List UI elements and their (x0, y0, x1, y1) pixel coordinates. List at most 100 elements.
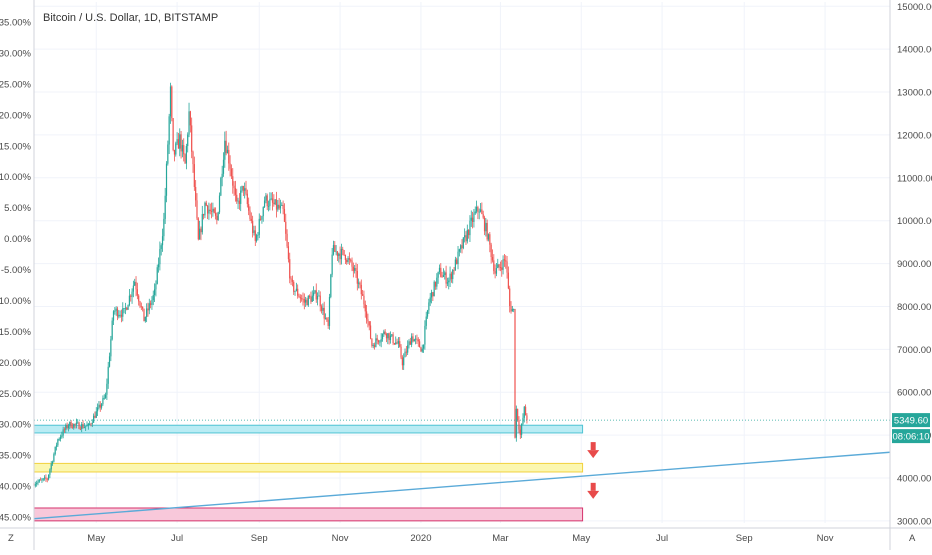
candle-body (448, 280, 450, 283)
candle (415, 335, 417, 345)
candle-body (123, 308, 125, 309)
candle-body (326, 318, 328, 320)
candle (206, 204, 209, 220)
candle (252, 215, 254, 238)
candle-body (462, 237, 464, 249)
candle (452, 269, 454, 284)
candle-body (324, 318, 327, 319)
candle-body (85, 426, 87, 428)
candle (497, 258, 499, 269)
candle (104, 392, 107, 399)
candle (242, 185, 244, 197)
candle-body (210, 211, 213, 212)
candle (53, 452, 55, 463)
price-tick-label: 11000.00 (897, 173, 932, 184)
candle-body (392, 334, 394, 344)
candle-body (513, 309, 515, 310)
candle-body (75, 422, 78, 425)
candle (266, 193, 268, 211)
candle-body (253, 230, 255, 233)
candle (111, 317, 113, 341)
candle (146, 303, 148, 323)
candle-body (237, 200, 239, 202)
candle (405, 345, 407, 357)
candle (63, 427, 66, 433)
time-tick-label: Nov (817, 533, 834, 544)
candle-body (430, 292, 433, 298)
candle-body (224, 140, 226, 160)
candle-body (446, 282, 449, 284)
candle (388, 332, 390, 345)
candle (119, 310, 121, 318)
candle (245, 180, 247, 196)
candle-body (452, 269, 454, 280)
candle (275, 191, 278, 218)
candle (295, 282, 297, 292)
candle (116, 306, 119, 321)
candle (259, 215, 262, 221)
candle-body (58, 438, 60, 440)
candle (328, 293, 331, 330)
candle (175, 141, 177, 157)
candle (355, 262, 357, 278)
candle-body (365, 311, 368, 320)
candle-body (246, 193, 248, 205)
candle (468, 229, 470, 239)
candle (372, 343, 374, 349)
candle-body (209, 209, 211, 212)
candle-body (197, 218, 199, 240)
pink-zone (33, 507, 584, 522)
candle (226, 145, 229, 154)
candle-body (97, 407, 99, 412)
candle (327, 317, 329, 329)
candle (274, 199, 276, 206)
candle-body (106, 383, 108, 395)
price-tick-label: 6000.00 (897, 388, 931, 399)
candle-body (236, 194, 238, 202)
candle-body (277, 204, 279, 210)
candle (494, 264, 496, 279)
candle-body (302, 298, 304, 300)
candle-body (216, 215, 218, 221)
candle (466, 224, 468, 244)
candle-body (78, 422, 80, 429)
candle (409, 337, 411, 345)
candle (411, 333, 413, 348)
candle (446, 277, 449, 287)
candle (294, 290, 296, 296)
candle (217, 211, 219, 221)
auto-scale-label: A (909, 533, 916, 544)
candle (236, 188, 238, 204)
candle (100, 403, 103, 410)
candle (305, 296, 307, 307)
candle-body (407, 345, 409, 353)
candle (240, 186, 242, 212)
price-tick-label: 4000.00 (897, 473, 931, 484)
candle (472, 211, 474, 229)
candle-body (307, 295, 309, 306)
candle-body (498, 264, 500, 268)
candle (220, 176, 222, 197)
candle (470, 210, 472, 227)
candle (371, 338, 373, 348)
candle-body (233, 185, 235, 189)
candle (90, 422, 92, 427)
candle (187, 132, 189, 153)
candle (401, 355, 403, 370)
candle-body (205, 202, 207, 206)
candle-body (242, 186, 244, 191)
candle-body (285, 221, 287, 234)
candle (510, 301, 512, 314)
candle (354, 265, 356, 274)
candle (225, 130, 227, 156)
candle-body (130, 295, 132, 297)
candle-body (156, 267, 158, 284)
candle-body (491, 257, 494, 261)
candle (318, 290, 320, 297)
candle (77, 419, 79, 424)
candle (375, 333, 377, 348)
candle (140, 302, 142, 310)
candle (505, 255, 507, 269)
